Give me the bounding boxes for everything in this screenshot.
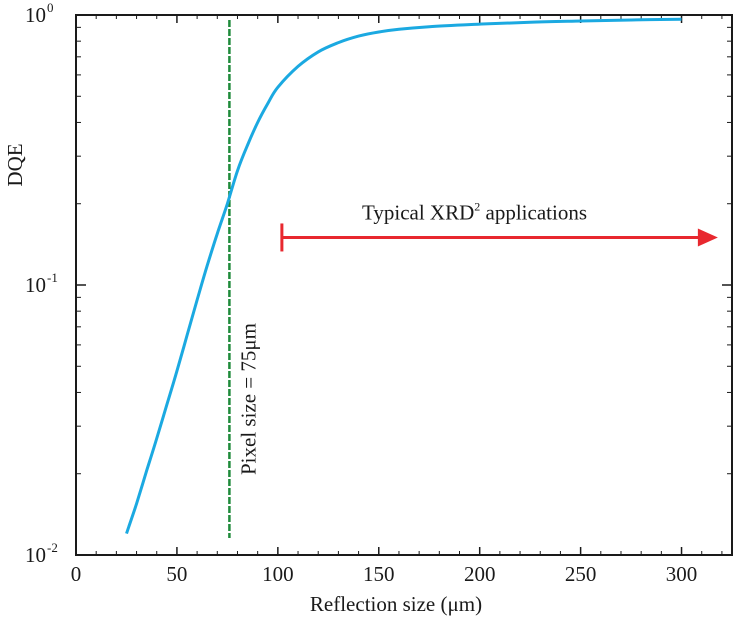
annotation-layer: Pixel size = 75μm Typical XRD2 applicati… [228, 20, 718, 538]
y-tick-label: 10 [25, 3, 46, 27]
xrd-range-arrowhead [697, 228, 718, 247]
y-tick-label: 10 [25, 273, 46, 297]
plot-frame [75, 14, 733, 556]
x-tick-label: 300 [666, 562, 698, 586]
xrd-applications-label: Typical XRD2 applications [362, 199, 587, 224]
xrd-label-rest: applications [480, 200, 587, 224]
y-tick-exponent: 0 [47, 0, 54, 15]
y-tick-exponent: -2 [47, 540, 58, 555]
x-tick-label: 100 [262, 562, 294, 586]
y-tick-label: 10 [25, 543, 46, 567]
x-tick-label: 150 [363, 562, 395, 586]
y-axis-label: DQE [3, 143, 27, 186]
x-tick-label: 0 [71, 562, 82, 586]
x-tick-label: 200 [464, 562, 496, 586]
x-axis-label: Reflection size (μm) [310, 592, 482, 616]
x-tick-label: 250 [565, 562, 597, 586]
x-tick-label: 50 [166, 562, 187, 586]
pixel-size-label: Pixel size = 75μm [236, 323, 260, 475]
dqe-series-line [125, 17, 682, 535]
xrd-label-superscript: 2 [474, 199, 480, 213]
y-tick-exponent: -1 [47, 270, 58, 285]
xrd-label-main: Typical XRD [362, 200, 474, 224]
